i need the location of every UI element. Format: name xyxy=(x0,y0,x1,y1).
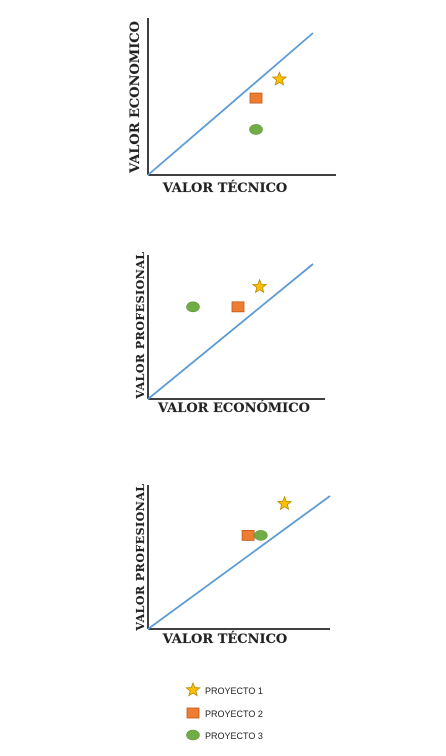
markers xyxy=(241,495,293,541)
y-axis-label: VALOR PROFESIONAL xyxy=(134,251,147,399)
marker-proyecto-3-ellipse-icon xyxy=(186,301,200,313)
x-axis-label: VALOR TÉCNICO xyxy=(162,180,288,196)
markers xyxy=(249,71,288,135)
legend-label: PROYECTO 1 xyxy=(205,686,263,696)
legend-item-proyecto-1: PROYECTO 1 xyxy=(185,681,263,697)
markers xyxy=(186,278,268,313)
chart-tecnico-vs-economico: VALOR TÉCNICO VALOR ECONOMICO xyxy=(128,18,336,196)
y-axis-label: VALOR ECONOMICO xyxy=(128,21,143,174)
marker-proyecto-3-ellipse-icon xyxy=(249,124,263,135)
y-axis-label: VALOR PROFESIONAL xyxy=(134,483,147,631)
star-icon xyxy=(185,681,201,697)
marker-proyecto-2-square-icon xyxy=(241,530,255,541)
chart-economico-vs-profesional: VALOR ECONÓMICO VALOR PROFESIONAL xyxy=(134,251,325,416)
marker-proyecto-1-star-icon xyxy=(251,278,268,294)
diagonal-line xyxy=(147,32,314,176)
legend-item-proyecto-3: PROYECTO 3 xyxy=(186,729,263,741)
chart-tecnico-vs-profesional: VALOR TÉCNICO VALOR PROFESIONAL xyxy=(134,483,331,647)
ellipse-icon xyxy=(186,729,200,741)
ellipse-icon xyxy=(186,729,200,741)
square-icon xyxy=(186,707,200,719)
marker-proyecto-3-ellipse-icon xyxy=(254,530,268,541)
marker-proyecto-2-square-icon xyxy=(249,92,263,104)
star-icon xyxy=(185,681,201,697)
legend: PROYECTO 1 PROYECTO 2 PROYECTO 3 xyxy=(185,681,263,741)
diagonal-line xyxy=(147,495,331,630)
legend-item-proyecto-2: PROYECTO 2 xyxy=(186,707,263,719)
x-axis-label: VALOR TÉCNICO xyxy=(162,631,288,647)
square-icon xyxy=(186,707,200,719)
legend-label: PROYECTO 2 xyxy=(205,709,263,719)
marker-proyecto-1-star-icon xyxy=(271,71,288,86)
marker-proyecto-1-star-icon xyxy=(276,495,293,511)
marker-proyecto-2-square-icon xyxy=(231,301,245,313)
diagonal-line xyxy=(147,263,314,400)
x-axis-label: VALOR ECONÓMICO xyxy=(157,399,310,416)
legend-label: PROYECTO 3 xyxy=(205,731,263,741)
